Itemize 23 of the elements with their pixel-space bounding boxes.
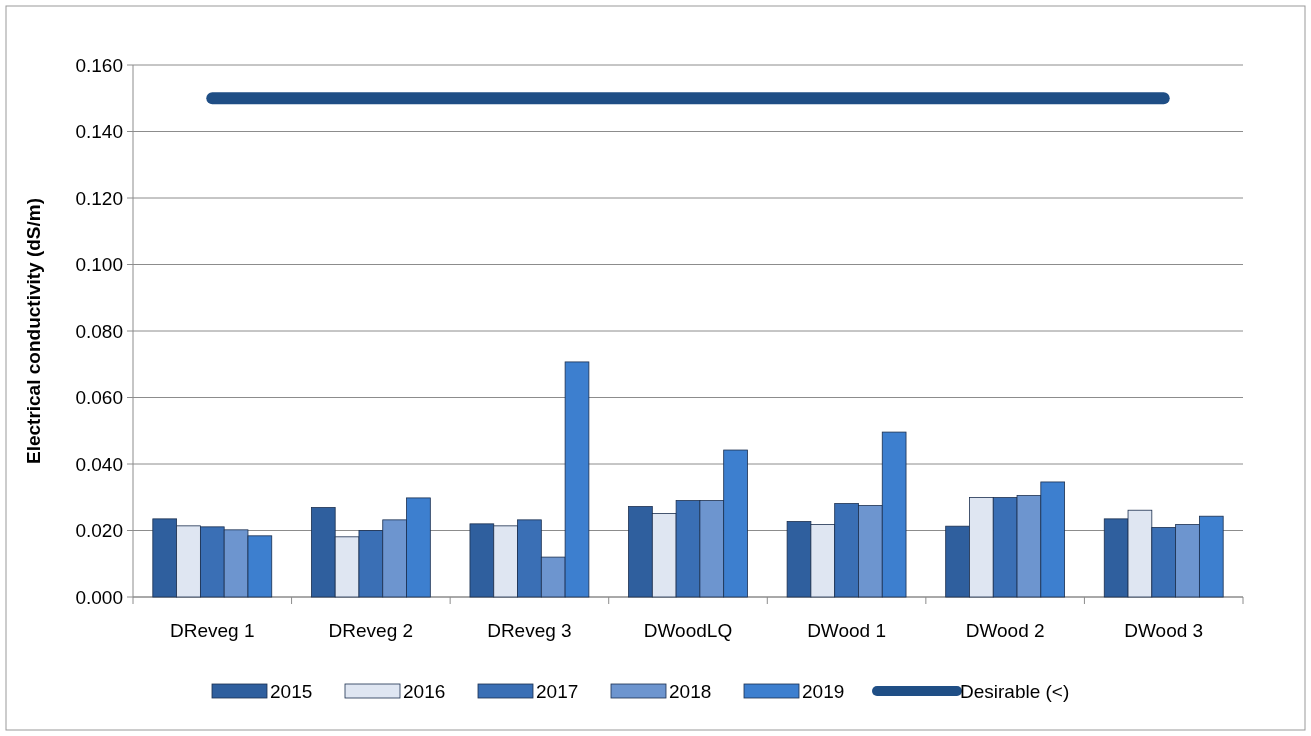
x-tick-label: DWood 1 (807, 620, 886, 641)
y-tick-label: 0.120 (75, 187, 123, 209)
y-tick-label: 0.160 (75, 54, 123, 76)
y-axis-title: Electrical conductivity (dS/m) (23, 197, 44, 465)
legend-label: 2016 (403, 680, 446, 702)
y-tick-label: 0.140 (75, 121, 123, 143)
legend-label: 2017 (536, 680, 579, 702)
x-tick-label: DWoodLQ (643, 620, 733, 641)
x-tick-label: DWood 3 (1124, 620, 1204, 641)
x-tick-label: DWood 2 (965, 620, 1045, 641)
y-tick-label: 0.040 (75, 453, 123, 475)
y-tick-label: 0.060 (75, 387, 123, 409)
legend-label: Desirable (<) (960, 680, 1070, 702)
y-tick-label: 0.000 (75, 586, 123, 608)
y-tick-label: 0.020 (75, 520, 123, 542)
legend-label: 2018 (669, 680, 712, 702)
x-tick-label: DReveg 2 (328, 620, 414, 641)
y-tick-label: 0.100 (75, 254, 123, 276)
x-tick-label: DReveg 3 (487, 620, 572, 641)
legend-label: 2015 (270, 680, 313, 702)
y-tick-label: 0.080 (75, 320, 123, 342)
legend-label: 2019 (802, 680, 845, 702)
x-tick-label: DReveg 1 (170, 620, 255, 641)
